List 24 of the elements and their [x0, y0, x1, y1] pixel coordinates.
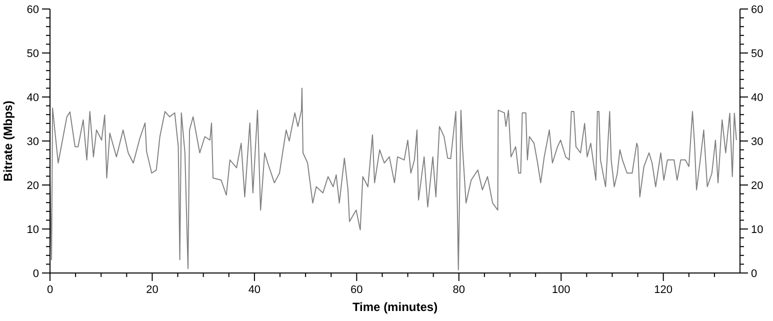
y2-tick-label: 30	[751, 136, 764, 148]
x-tick-label: 60	[350, 284, 363, 296]
x-tick-label: 40	[248, 284, 261, 296]
y2-tick-label: 60	[751, 4, 764, 16]
y-tick-label: 40	[26, 92, 39, 104]
x-tick-label: 100	[552, 284, 570, 296]
y2-tick-label: 10	[751, 224, 764, 236]
x-tick-label: 120	[654, 284, 673, 296]
y2-tick-label: 50	[751, 48, 764, 60]
y-tick-label: 60	[26, 4, 39, 16]
y2-tick-label: 0	[751, 268, 758, 280]
y-tick-label: 10	[26, 224, 39, 236]
y-tick-label: 30	[26, 136, 39, 148]
x-tick-label: 20	[146, 284, 158, 296]
y-tick-label: 0	[32, 268, 39, 280]
y-axis-title: Bitrate (Mbps)	[1, 100, 15, 182]
y-tick-label: 20	[26, 180, 39, 192]
x-tick-label: 0	[46, 284, 54, 296]
y2-tick-label: 40	[751, 92, 764, 104]
x-axis-title: Time (minutes)	[352, 300, 438, 314]
x-tick-label: 80	[452, 284, 466, 296]
line-series	[50, 88, 737, 270]
y-tick-label: 50	[26, 48, 39, 60]
y2-tick-label: 20	[751, 180, 764, 192]
